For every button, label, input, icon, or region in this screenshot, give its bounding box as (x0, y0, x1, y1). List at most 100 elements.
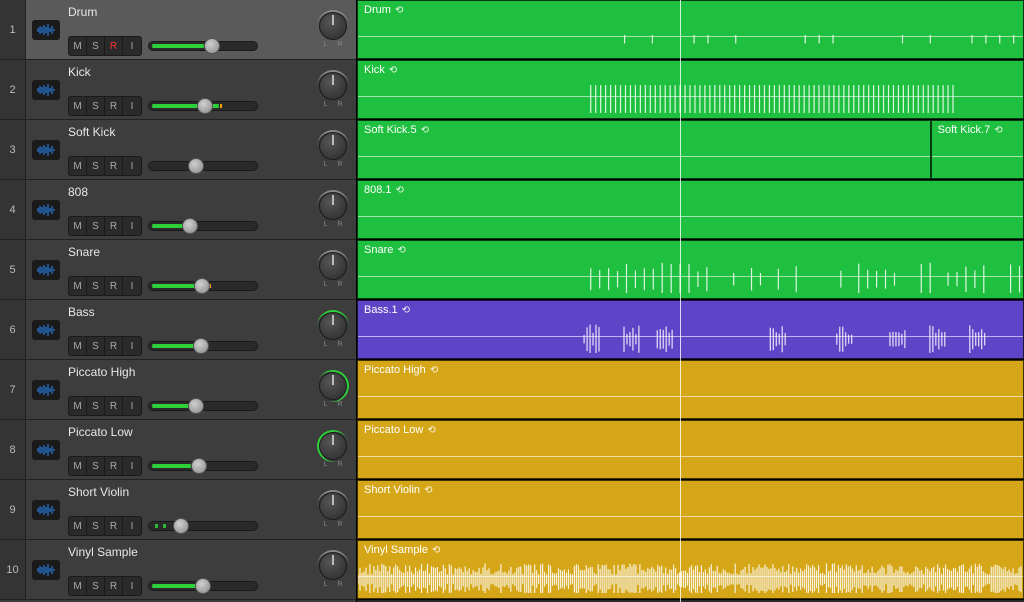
pan-knob[interactable] (319, 132, 347, 160)
solo-button[interactable]: S (87, 37, 105, 55)
audio-region[interactable]: Short Violin ⟲ (357, 480, 1024, 539)
input-monitor-button[interactable]: I (123, 517, 141, 535)
solo-button[interactable]: S (87, 337, 105, 355)
audio-region[interactable]: 808.1 ⟲ (357, 180, 1024, 239)
record-enable-button[interactable]: R (105, 97, 123, 115)
track-name-label[interactable]: Soft Kick (68, 125, 306, 139)
solo-button[interactable]: S (87, 277, 105, 295)
track-header[interactable]: 6 Bass M S R I (0, 300, 356, 360)
volume-slider[interactable] (148, 157, 258, 175)
input-monitor-button[interactable]: I (123, 217, 141, 235)
region-row[interactable]: 808.1 ⟲ (357, 180, 1024, 240)
volume-slider[interactable] (148, 457, 258, 475)
volume-slider[interactable] (148, 217, 258, 235)
volume-slider[interactable] (148, 397, 258, 415)
playhead[interactable] (680, 0, 681, 602)
audio-region[interactable]: Snare ⟲ (357, 240, 1024, 299)
pan-knob[interactable] (319, 372, 347, 400)
audio-region[interactable]: Vinyl Sample ⟲ (357, 540, 1024, 599)
volume-slider[interactable] (148, 97, 258, 115)
record-enable-button[interactable]: R (105, 37, 123, 55)
audio-region[interactable]: Piccato Low ⟲ (357, 420, 1024, 479)
solo-button[interactable]: S (87, 397, 105, 415)
record-enable-button[interactable]: R (105, 157, 123, 175)
pan-knob[interactable] (319, 312, 347, 340)
solo-button[interactable]: S (87, 217, 105, 235)
pan-knob[interactable] (319, 492, 347, 520)
input-monitor-button[interactable]: I (123, 577, 141, 595)
record-enable-button[interactable]: R (105, 277, 123, 295)
solo-button[interactable]: S (87, 577, 105, 595)
track-name-label[interactable]: 808 (68, 185, 306, 199)
track-header[interactable]: 10 Vinyl Sample M S R I (0, 540, 356, 600)
pan-knob[interactable] (319, 432, 347, 460)
record-enable-button[interactable]: R (105, 457, 123, 475)
input-monitor-button[interactable]: I (123, 337, 141, 355)
pan-knob[interactable] (319, 552, 347, 580)
mute-button[interactable]: M (69, 517, 87, 535)
audio-region[interactable]: Soft Kick.5 ⟲ (357, 120, 931, 179)
input-monitor-button[interactable]: I (123, 277, 141, 295)
solo-button[interactable]: S (87, 97, 105, 115)
volume-slider[interactable] (148, 577, 258, 595)
solo-button[interactable]: S (87, 157, 105, 175)
region-row[interactable]: Drum ⟲ (357, 0, 1024, 60)
input-monitor-button[interactable]: I (123, 457, 141, 475)
track-name-label[interactable]: Piccato High (68, 365, 306, 379)
track-name-label[interactable]: Vinyl Sample (68, 545, 306, 559)
solo-button[interactable]: S (87, 457, 105, 475)
mute-button[interactable]: M (69, 277, 87, 295)
volume-slider[interactable] (148, 277, 258, 295)
solo-button[interactable]: S (87, 517, 105, 535)
mute-button[interactable]: M (69, 217, 87, 235)
pan-knob[interactable] (319, 252, 347, 280)
mute-button[interactable]: M (69, 37, 87, 55)
record-enable-button[interactable]: R (105, 217, 123, 235)
mute-button[interactable]: M (69, 457, 87, 475)
input-monitor-button[interactable]: I (123, 97, 141, 115)
mute-button[interactable]: M (69, 157, 87, 175)
track-header[interactable]: 7 Piccato High M S R I (0, 360, 356, 420)
audio-region[interactable]: Bass.1 ⟲ (357, 300, 1024, 359)
volume-slider[interactable] (148, 337, 258, 355)
mute-button[interactable]: M (69, 577, 87, 595)
arrange-area[interactable]: Drum ⟲ Kick ⟲ Soft Kick.5 ⟲ S (357, 0, 1024, 602)
track-header[interactable]: 8 Piccato Low M S R I (0, 420, 356, 480)
input-monitor-button[interactable]: I (123, 157, 141, 175)
region-row[interactable]: Snare ⟲ (357, 240, 1024, 300)
record-enable-button[interactable]: R (105, 517, 123, 535)
mute-button[interactable]: M (69, 97, 87, 115)
record-enable-button[interactable]: R (105, 577, 123, 595)
region-row[interactable]: Short Violin ⟲ (357, 480, 1024, 540)
audio-region[interactable]: Piccato High ⟲ (357, 360, 1024, 419)
track-header[interactable]: 3 Soft Kick M S R I (0, 120, 356, 180)
track-name-label[interactable]: Snare (68, 245, 306, 259)
audio-region[interactable]: Drum ⟲ (357, 0, 1024, 59)
track-name-label[interactable]: Short Violin (68, 485, 306, 499)
pan-knob[interactable] (319, 72, 347, 100)
region-row[interactable]: Kick ⟲ (357, 60, 1024, 120)
track-name-label[interactable]: Drum (68, 5, 306, 19)
track-header[interactable]: 2 Kick M S R I (0, 60, 356, 120)
region-row[interactable]: Vinyl Sample ⟲ (357, 540, 1024, 600)
audio-region[interactable]: Kick ⟲ (357, 60, 1024, 119)
track-name-label[interactable]: Kick (68, 65, 306, 79)
track-header[interactable]: 1 Drum M S R I (0, 0, 356, 60)
volume-slider[interactable] (148, 517, 258, 535)
mute-button[interactable]: M (69, 397, 87, 415)
track-header[interactable]: 4 808 M S R I (0, 180, 356, 240)
pan-knob[interactable] (319, 12, 347, 40)
track-header[interactable]: 5 Snare M S R I (0, 240, 356, 300)
track-name-label[interactable]: Piccato Low (68, 425, 306, 439)
input-monitor-button[interactable]: I (123, 397, 141, 415)
audio-region[interactable]: Soft Kick.7 ⟲ (931, 120, 1024, 179)
input-monitor-button[interactable]: I (123, 37, 141, 55)
region-row[interactable]: Piccato Low ⟲ (357, 420, 1024, 480)
region-row[interactable]: Soft Kick.5 ⟲ Soft Kick.7 ⟲ (357, 120, 1024, 180)
mute-button[interactable]: M (69, 337, 87, 355)
record-enable-button[interactable]: R (105, 397, 123, 415)
record-enable-button[interactable]: R (105, 337, 123, 355)
volume-slider[interactable] (148, 37, 258, 55)
pan-knob[interactable] (319, 192, 347, 220)
region-row[interactable]: Bass.1 ⟲ (357, 300, 1024, 360)
